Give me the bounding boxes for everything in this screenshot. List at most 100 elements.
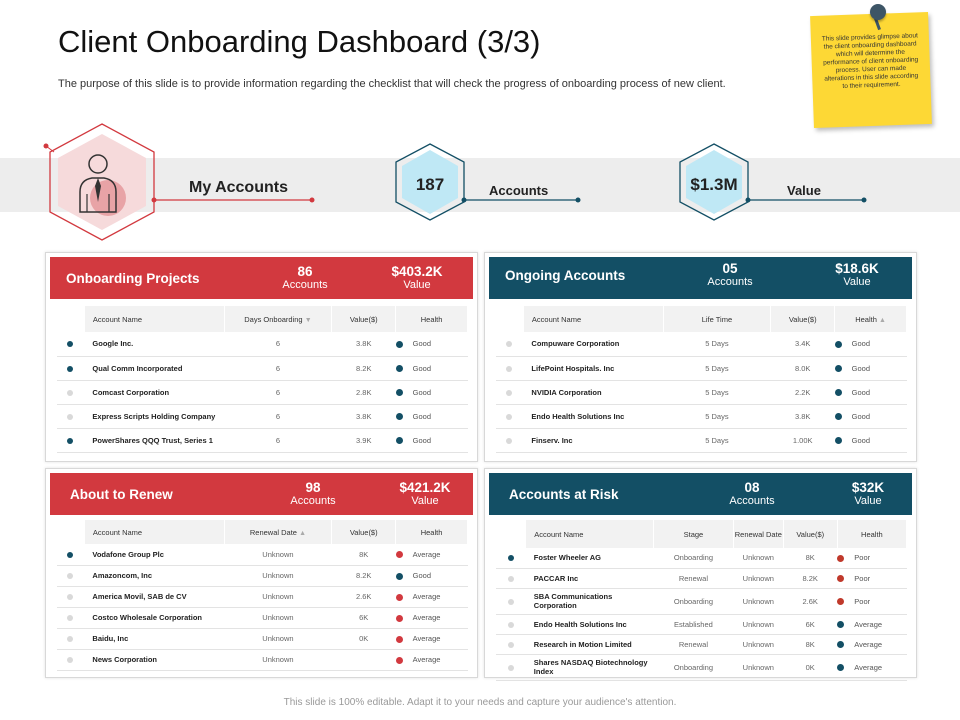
column-header[interactable]: Days Onboarding ▼ [223,306,333,332]
value-cell: 3.8K [331,332,396,357]
row-bullet-icon [67,341,74,348]
table-row[interactable]: PACCAR Inc Renewal Unknown 8.2K Poor [495,568,907,589]
risk-count: 08 [744,480,760,495]
days-cell: 6 [224,404,332,429]
table-row[interactable]: PowerShares QQQ Trust, Series 1 6 3.9K Good [56,428,468,453]
table-row[interactable]: News Corporation Unknown Average [56,649,468,671]
column-header[interactable]: Value($) [331,520,397,544]
date-cell: Unknown [224,649,332,671]
account-name-cell: NVIDIA Corporation [523,380,664,405]
table-row[interactable]: Finserv. Inc 5 Days 1.00K Good [495,428,907,453]
table-row[interactable]: Comcast Corporation 6 2.8K Good [56,380,468,405]
column-header[interactable]: Account Name [525,520,654,548]
row-bullet-icon [507,575,514,582]
table-row[interactable]: Baidu, Inc Unknown 0K Average [56,628,468,650]
column-header[interactable]: Renewal Date [732,520,784,548]
health-cell: Good [412,571,431,580]
table-row[interactable]: Shares NASDAQ Biotechnology Index Onboard… [495,654,907,681]
row-bullet-icon [507,555,514,562]
summary-band [0,158,960,212]
row-bullet-icon [67,389,74,396]
value-cell: 8.2K [783,568,838,589]
table-row[interactable]: Compuware Corporation 5 Days 3.4K Good [495,332,907,357]
value-cell: 2.2K [770,380,835,405]
value-cell: 8K [783,634,838,655]
column-header[interactable]: Health ▲ [834,306,907,332]
ongoing-accounts-card: Ongoing Accounts 05 Accounts $18.6K Valu… [484,252,917,462]
table-row[interactable]: LifePoint Hospitals. Inc 5 Days 8.0K Good [495,356,907,381]
health-cell: Average [412,634,441,643]
stage-cell: Established [653,614,734,635]
date-cell: Unknown [733,634,784,655]
renew-count: 98 [305,480,321,495]
table-row[interactable]: Costco Wholesale Corporation Unknown 6K Ave… [56,607,468,629]
column-header[interactable]: Value($) [331,306,397,332]
health-cell: Poor [854,553,871,563]
table-row[interactable]: Foster Wheeler AG Onboarding Unknown 8K Poor [495,548,907,569]
stage-cell: Renewal [653,568,734,589]
date-cell: Unknown [733,654,784,681]
table-row[interactable]: Research in Motion Limited Renewal Unknown… [495,634,907,655]
date-cell: Unknown [224,565,332,587]
health-status-icon [834,437,842,445]
health-status-icon [837,621,845,629]
health-status-icon [395,656,403,664]
table-row[interactable]: Endo Health Solutions Inc 5 Days 3.8K Good [495,404,907,429]
days-cell: 6 [224,332,332,357]
column-header[interactable]: Health [836,520,908,548]
date-cell: Unknown [733,588,784,615]
about-to-renew-title: About to Renew [70,487,173,502]
value-cell: 6K [331,607,396,629]
table-row[interactable]: SBA Communications Corporation Onboarding… [495,588,907,615]
onboarding-count-label: Accounts [282,279,328,291]
days-cell: 6 [224,356,332,381]
row-bullet-icon [506,437,513,444]
health-cell: Good [412,411,432,421]
sticky-note: This slide provides glimpse about the cl… [810,11,932,129]
column-header[interactable]: Stage [652,520,734,548]
table-row[interactable]: Express Scripts Holding Company 6 3.8K Good [56,404,468,429]
value-amount: $1.3M [690,175,738,194]
account-name-cell: PACCAR Inc [525,568,654,589]
table-row[interactable]: Vodafone Group Plc Unknown 8K Average [56,544,468,566]
life-cell: 5 Days [663,428,771,453]
onboarding-projects-title: Onboarding Projects [66,271,200,286]
row-bullet-icon [67,413,74,420]
page-subtitle: The purpose of this slide is to provide … [58,78,726,90]
footer-note: This slide is 100% editable. Adapt it to… [283,697,677,708]
row-bullet-icon [67,594,74,601]
table-row[interactable]: Qual Comm Incorporated 6 8.2K Good [56,356,468,381]
account-name-cell: SBA Communications Corporation [525,588,654,615]
account-name-cell: Express Scripts Holding Company [84,404,225,429]
onboarding-projects-card: Onboarding Projects 86 Accounts $403.2K … [45,252,478,462]
table-row[interactable]: Google Inc. 6 3.8K Good [56,332,468,357]
account-name-cell: Costco Wholesale Corporation [84,607,225,629]
column-header[interactable]: Value($) [770,306,836,332]
page-title: Client Onboarding Dashboard (3/3) [58,24,541,59]
row-bullet-icon [67,615,74,622]
row-bullet-icon [67,437,74,444]
health-status-icon [837,575,845,583]
column-header[interactable]: Account Name [83,306,225,332]
column-header[interactable]: Account Name [522,306,664,332]
health-cell: Good [851,387,871,397]
column-header[interactable]: Renewal Date ▲ [223,520,333,544]
column-header[interactable]: Value($) [782,520,838,548]
row-bullet-icon [67,573,74,580]
column-header[interactable]: Health [395,306,468,332]
table-row[interactable]: Amazoncom, Inc Unknown 8.2K Good [56,565,468,587]
column-header[interactable]: Health [395,520,468,544]
table-row[interactable]: Endo Health Solutions Inc Established Unkn… [495,614,907,635]
my-accounts-label: My Accounts [189,179,288,196]
account-name-cell: Foster Wheeler AG [525,548,654,569]
health-status-icon [395,340,403,348]
date-cell: Unknown [733,568,784,589]
table-row[interactable]: America Movil, SAB de CV Unknown 2.6K Avera… [56,586,468,608]
table-row[interactable]: NVIDIA Corporation 5 Days 2.2K Good [495,380,907,405]
column-header[interactable]: Life Time [662,306,772,332]
onboarding-count: 86 [297,264,313,279]
value-cell: 8K [783,548,838,569]
column-header[interactable]: Account Name [83,520,225,544]
value-cell: 8.2K [331,565,396,587]
health-cell: Good [412,339,432,349]
